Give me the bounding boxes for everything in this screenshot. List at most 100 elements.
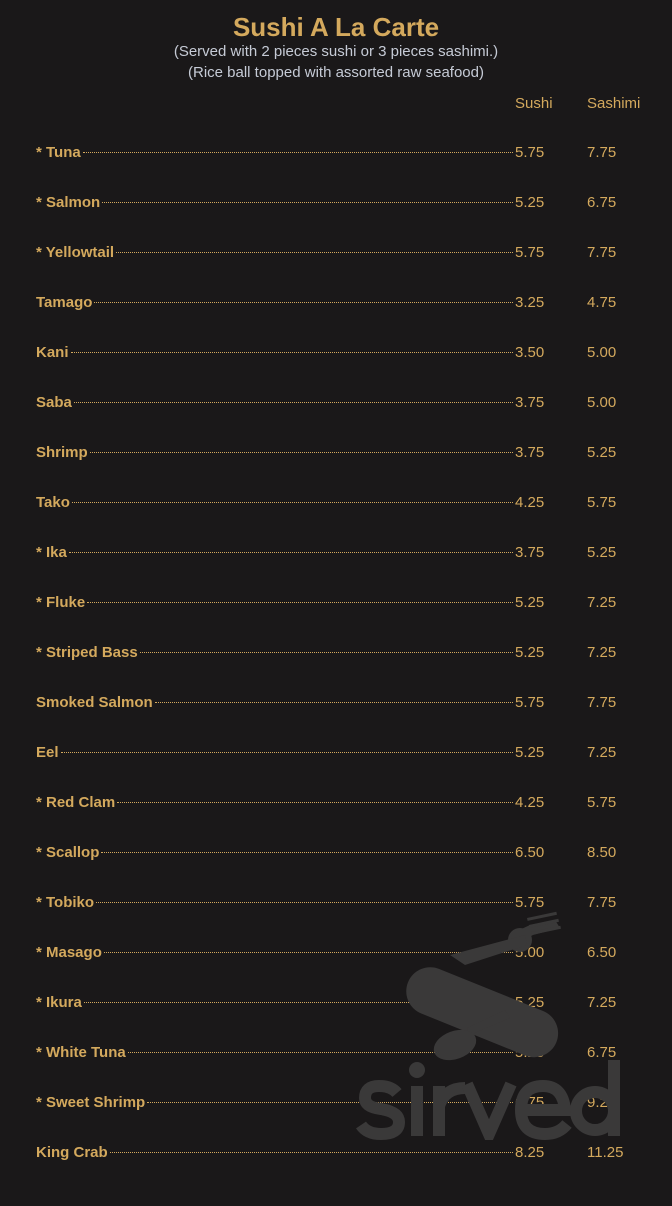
menu-item-row: Tako 4.25 5.75 (36, 494, 656, 514)
column-header-sushi: Sushi (515, 95, 553, 112)
sashimi-price: 6.75 (587, 194, 617, 211)
menu-item-row: * Sweet Shrimp 6.75 9.25 (36, 1094, 656, 1114)
item-name: Kani (36, 344, 69, 361)
sashimi-price: 9.25 (587, 1094, 617, 1111)
menu-item-row: * Ikura 5.25 7.25 (36, 994, 656, 1014)
sashimi-price: 6.50 (587, 944, 617, 961)
sushi-price: 5.00 (515, 944, 545, 961)
dotted-leader (139, 652, 513, 653)
knife-fork-spoon-icon (406, 911, 561, 1061)
menu-item-row: Shrimp 3.75 5.25 (36, 444, 656, 464)
menu-title: Sushi A La Carte (232, 12, 440, 42)
item-name-with-leader: * Yellowtail (36, 244, 513, 261)
sushi-price: 3.75 (515, 444, 545, 461)
item-name: * Yellowtail (36, 244, 115, 261)
dotted-leader (109, 1152, 513, 1153)
dotted-leader (73, 402, 513, 403)
dotted-leader (96, 902, 513, 903)
item-name-with-leader: Tako (36, 494, 513, 511)
item-name: Tamago (36, 294, 93, 311)
item-name-with-leader: * Red Clam (36, 794, 513, 811)
sushi-price: 5.25 (515, 1044, 545, 1061)
dotted-leader (127, 1052, 513, 1053)
sashimi-price: 4.75 (587, 294, 617, 311)
menu-item-row: * Ika 3.75 5.25 (36, 544, 656, 564)
dotted-leader (71, 502, 513, 503)
item-name-with-leader: * Masago (36, 944, 513, 961)
sushi-price: 5.75 (515, 244, 545, 261)
sushi-price: 6.50 (515, 844, 545, 861)
dotted-leader (147, 1102, 513, 1103)
sashimi-price: 5.25 (587, 544, 617, 561)
item-name: * Ikura (36, 994, 82, 1011)
sushi-price: 3.50 (515, 344, 545, 361)
dotted-leader (83, 1002, 513, 1003)
sushi-price: 3.75 (515, 394, 545, 411)
sushi-price: 5.75 (515, 694, 545, 711)
dotted-leader (117, 802, 513, 803)
item-name-with-leader: * Salmon (36, 194, 513, 211)
menu-item-row: Saba 3.75 5.00 (36, 394, 656, 414)
sushi-price: 5.25 (515, 994, 545, 1011)
dotted-leader (87, 602, 513, 603)
item-name: * Red Clam (36, 794, 116, 811)
menu-subtitle-1: (Served with 2 pieces sushi or 3 pieces … (173, 43, 499, 60)
sushi-price: 8.25 (515, 1144, 545, 1161)
menu-item-row: * White Tuna 5.25 6.75 (36, 1044, 656, 1064)
sushi-price: 6.75 (515, 1094, 545, 1111)
menu-item-row: Eel 5.25 7.25 (36, 744, 656, 764)
dotted-leader (154, 702, 513, 703)
menu-subtitle-2: (Rice ball topped with assorted raw seaf… (188, 64, 484, 81)
sashimi-price: 7.75 (587, 144, 617, 161)
item-name-with-leader: Saba (36, 394, 513, 411)
item-name: * Fluke (36, 594, 86, 611)
item-name: Tako (36, 494, 70, 511)
item-name-with-leader: Kani (36, 344, 513, 361)
sashimi-price: 5.00 (587, 344, 617, 361)
dotted-leader (103, 952, 513, 953)
dotted-leader (89, 452, 513, 453)
item-name-with-leader: * Striped Bass (36, 644, 513, 661)
sushi-price: 5.75 (515, 144, 545, 161)
sashimi-price: 7.75 (587, 694, 617, 711)
menu-item-row: * Salmon 5.25 6.75 (36, 194, 656, 214)
sushi-price: 4.25 (515, 494, 545, 511)
menu-item-row: * Yellowtail 5.75 7.75 (36, 244, 656, 264)
menu-item-row: * Red Clam 4.25 5.75 (36, 794, 656, 814)
column-header-sashimi: Sashimi (587, 95, 641, 112)
menu-item-row: * Masago 5.00 6.50 (36, 944, 656, 964)
item-name: * Scallop (36, 844, 100, 861)
item-name-with-leader: * Tobiko (36, 894, 513, 911)
item-name: * Tuna (36, 144, 81, 161)
sushi-price: 5.25 (515, 594, 545, 611)
item-name-with-leader: Smoked Salmon (36, 694, 513, 711)
dotted-leader (94, 302, 513, 303)
dotted-leader (101, 852, 513, 853)
sushi-price: 5.25 (515, 644, 545, 661)
sashimi-price: 5.75 (587, 794, 617, 811)
sushi-price: 5.75 (515, 894, 545, 911)
item-name-with-leader: * Ika (36, 544, 513, 561)
item-name-with-leader: Eel (36, 744, 513, 761)
item-name-with-leader: * Sweet Shrimp (36, 1094, 513, 1111)
sushi-price: 3.25 (515, 294, 545, 311)
sashimi-price: 11.25 (587, 1144, 624, 1161)
item-name-with-leader: Tamago (36, 294, 513, 311)
menu-item-row: Tamago 3.25 4.75 (36, 294, 656, 314)
menu-item-row: Smoked Salmon 5.75 7.75 (36, 694, 656, 714)
item-name-with-leader: * Scallop (36, 844, 513, 861)
item-name: * Ika (36, 544, 67, 561)
sashimi-price: 7.25 (587, 644, 617, 661)
item-name-with-leader: * White Tuna (36, 1044, 513, 1061)
item-name-with-leader: * Tuna (36, 144, 513, 161)
item-name: * Sweet Shrimp (36, 1094, 146, 1111)
sashimi-price: 7.75 (587, 244, 617, 261)
sushi-price: 5.25 (515, 744, 545, 761)
item-name-with-leader: * Ikura (36, 994, 513, 1011)
item-name: * Tobiko (36, 894, 95, 911)
item-name: King Crab (36, 1144, 108, 1161)
sashimi-price: 5.75 (587, 494, 617, 511)
menu-item-row: * Tobiko 5.75 7.75 (36, 894, 656, 914)
item-name: * Salmon (36, 194, 101, 211)
item-name-with-leader: King Crab (36, 1144, 513, 1161)
